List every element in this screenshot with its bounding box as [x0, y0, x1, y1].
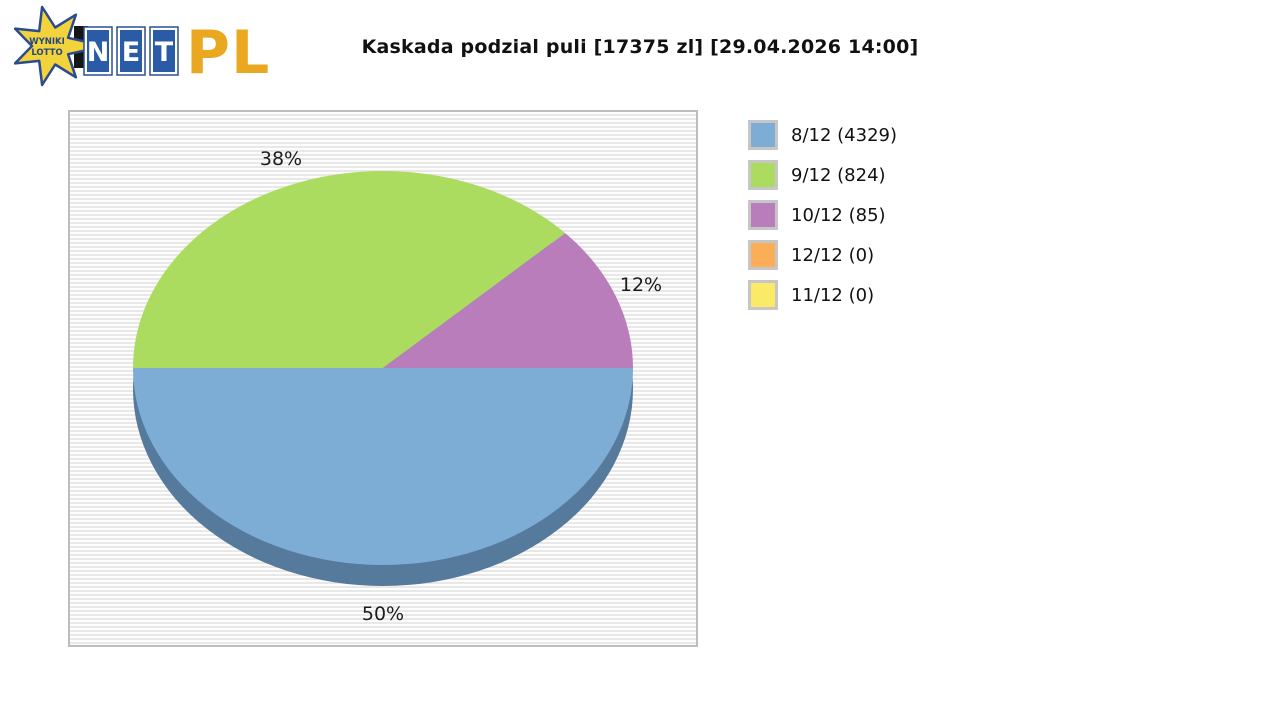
- legend-item: 9/12 (824): [748, 160, 897, 190]
- legend-swatch: [748, 240, 778, 270]
- pie-slice-9-12: [133, 170, 566, 368]
- chart-title: Kaskada podzial puli [17375 zl] [29.04.2…: [361, 36, 919, 58]
- star-text-line2: LOTTO: [31, 48, 62, 58]
- legend: 8/12 (4329) 9/12 (824) 10/12 (85) 12/12 (0)…: [748, 120, 897, 320]
- legend-swatch: [748, 120, 778, 150]
- legend-swatch: [748, 280, 778, 310]
- legend-label: 9/12 (824): [791, 164, 886, 186]
- logo-graphic: WYNIKI LOTTO N E T PL: [13, 5, 270, 88]
- legend-item: 12/12 (0): [748, 240, 897, 270]
- pie-slice-8-12: [133, 368, 633, 565]
- slice-percent-label: 50%: [362, 603, 404, 625]
- legend-item: 11/12 (0): [748, 280, 897, 310]
- legend-swatch: [748, 200, 778, 230]
- net-letter-e: E: [122, 37, 140, 68]
- legend-label: 8/12 (4329): [791, 124, 897, 146]
- legend-label: 10/12 (85): [791, 204, 886, 226]
- net-letter-n: N: [87, 37, 110, 68]
- slice-percent-label: 12%: [620, 274, 662, 296]
- net-letter-t: T: [155, 37, 174, 68]
- legend-item: 8/12 (4329): [748, 120, 897, 150]
- legend-item: 10/12 (85): [748, 200, 897, 230]
- pie-slice-10-12: [383, 233, 633, 368]
- star-text-line1: WYNIKI: [29, 37, 65, 47]
- logo-pl-text: PL: [186, 18, 270, 88]
- slice-percent-label: 38%: [260, 148, 302, 170]
- pie-chart: 50% 38% 12%: [133, 148, 662, 625]
- chart-panel: 50% 38% 12%: [68, 110, 698, 647]
- legend-label: 11/12 (0): [791, 284, 875, 306]
- legend-label: 12/12 (0): [791, 244, 875, 266]
- site-logo[interactable]: WYNIKI LOTTO N E T PL: [13, 2, 276, 92]
- lotto-star-icon: [13, 5, 107, 87]
- logo-net-tiles: N E T: [83, 26, 179, 76]
- legend-swatch: [748, 160, 778, 190]
